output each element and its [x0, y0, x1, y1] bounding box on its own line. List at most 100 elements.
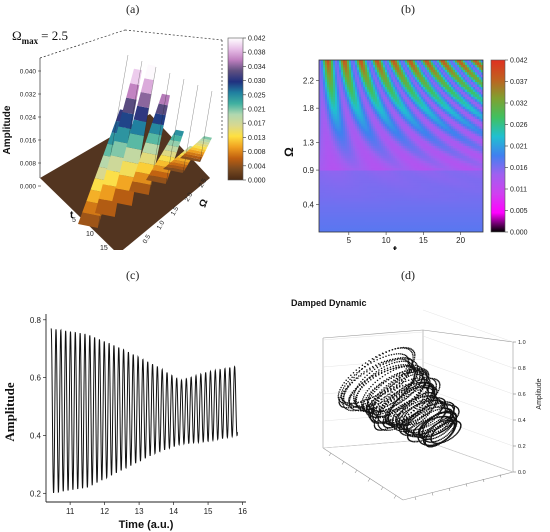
- panel-b-heatmap-cell: [345, 202, 348, 206]
- panel-b-heatmap-cell: [387, 200, 390, 203]
- panel-b-heatmap-cell: [469, 197, 472, 201]
- panel-b-heatmap-cell: [385, 138, 388, 142]
- panel-b-heatmap-cell: [349, 148, 352, 152]
- panel-b-heatmap-cell: [415, 190, 418, 193]
- panel-b-heatmap-cell: [447, 170, 450, 174]
- panel-b-heatmap-cell: [395, 148, 398, 152]
- panel-b-heatmap-cell: [329, 153, 332, 157]
- panel-b-heatmap-cell: [321, 190, 324, 193]
- panel-b-heatmap-cell: [377, 180, 380, 184]
- panel-b-heatmap-cell: [459, 118, 462, 122]
- panel-b-heatmap-cell: [421, 190, 424, 193]
- panel-b-heatmap-cell: [457, 69, 460, 73]
- panel-b-heatmap-cell: [443, 195, 446, 198]
- panel-b-heatmap-cell: [439, 155, 442, 159]
- panel-b-heatmap-cell: [367, 160, 370, 164]
- panel-b-heatmap-cell: [467, 60, 470, 63]
- panel-b-heatmap-cell: [409, 155, 412, 159]
- panel-b-heatmap-cell: [345, 77, 348, 80]
- panel-b-heatmap-cell: [347, 104, 350, 107]
- panel-b-heatmap-cell: [481, 84, 483, 88]
- panel-b-heatmap-cell: [337, 173, 340, 176]
- panel-b-heatmap-cell: [351, 168, 354, 171]
- panel-b-heatmap-cell: [435, 138, 438, 142]
- panel-b-heatmap-cell: [465, 69, 468, 73]
- panel-b-heatmap-cell: [321, 77, 324, 80]
- panel-b-heatmap-cell: [329, 141, 332, 144]
- panel-b-heatmap-cell: [381, 146, 384, 149]
- panel-b-heatmap-cell: [323, 84, 326, 88]
- panel-b-heatmap-cell: [475, 62, 478, 66]
- panel-b-heatmap-cell: [449, 74, 452, 78]
- panel-b-heatmap-cell: [413, 74, 416, 78]
- panel-b-heatmap-cell: [337, 121, 340, 125]
- panel-b-heatmap-cell: [411, 131, 414, 135]
- panel-b-heatmap-cell: [357, 74, 360, 78]
- panel-b-heatmap-cell: [425, 138, 428, 142]
- panel-b-heatmap-cell: [371, 89, 374, 93]
- panel-b-heatmap-cell: [429, 180, 432, 184]
- panel-b-heatmap-cell: [475, 116, 478, 120]
- panel-b-heatmap-cell: [337, 141, 340, 144]
- panel-b-heatmap-cell: [411, 101, 414, 105]
- panel-b-heatmap-cell: [327, 64, 330, 68]
- panel-b-heatmap-cell: [345, 190, 348, 193]
- panel-b-heatmap-cell: [383, 128, 386, 132]
- panel-b-heatmap-cell: [351, 69, 354, 73]
- panel-b-heatmap-cell: [469, 131, 472, 135]
- panel-b-heatmap-cell: [453, 197, 456, 201]
- panel-b-heatmap-cell: [403, 158, 406, 162]
- panel-b-heatmap-cell: [363, 74, 366, 78]
- panel-b-heatmap-cell: [351, 153, 354, 157]
- panel-b-heatmap-cell: [351, 192, 354, 196]
- panel-b-heatmap-cell: [415, 101, 418, 105]
- panel-b-heatmap-cell: [411, 126, 414, 130]
- panel-b-heatmap-cell: [345, 163, 348, 166]
- panel-b-heatmap-cell: [387, 60, 390, 63]
- panel-b-heatmap-cell: [367, 87, 370, 90]
- panel-b-heatmap-cell: [429, 109, 432, 112]
- panel-b-heatmap-cell: [343, 60, 346, 63]
- panel-b-heatmap-cell: [345, 168, 348, 171]
- panel-b-heatmap-cell: [399, 77, 402, 80]
- panel-b-heatmap-cell: [349, 126, 352, 130]
- panel-b-heatmap-cell: [351, 148, 354, 152]
- panel-b-heatmap-cell: [337, 182, 340, 186]
- panel-b-heatmap-cell: [447, 202, 450, 206]
- panel-b-heatmap-cell: [433, 168, 436, 171]
- panel-b-heatmap-cell: [369, 84, 372, 88]
- panel-b-heatmap-cell: [357, 62, 360, 66]
- panel-b-heatmap-cell: [381, 163, 384, 166]
- panel-b-heatmap-cell: [351, 118, 354, 122]
- panel-b-heatmap-cell: [337, 96, 340, 100]
- panel-b-heatmap-cell: [475, 126, 478, 130]
- panel-b-heatmap-cell: [325, 146, 328, 149]
- panel-b-heatmap-cell: [383, 69, 386, 73]
- panel-b-heatmap-cell: [455, 197, 458, 201]
- panel-b-heatmap-cell: [327, 99, 330, 103]
- panel-b-heatmap-cell: [347, 62, 350, 66]
- panel-b-heatmap-cell: [349, 192, 352, 196]
- panel-b-heatmap-cell: [329, 173, 332, 176]
- panel-b-heatmap-cell: [433, 136, 436, 139]
- panel-b-heatmap-cell: [339, 150, 342, 154]
- panel-b-heatmap-cell: [325, 175, 328, 179]
- panel-b-heatmap-cell: [455, 114, 458, 117]
- panel-b-heatmap-cell: [431, 195, 434, 198]
- panel-b-heatmap-cell: [387, 163, 390, 166]
- panel-b-heatmap-cell: [321, 94, 324, 98]
- panel-b-heatmap-cell: [339, 170, 342, 174]
- panel-b-heatmap-cell: [377, 155, 380, 159]
- panel-b-heatmap-cell: [339, 146, 342, 149]
- panel-b-heatmap-cell: [351, 121, 354, 125]
- panel-b-heatmap-cell: [363, 79, 366, 83]
- panel-b-heatmap-cell: [391, 77, 394, 80]
- panel-b-heatmap-cell: [357, 197, 360, 201]
- panel-b-heatmap-cell: [443, 133, 446, 137]
- panel-b-heatmap-cell: [455, 190, 458, 193]
- panel-b-heatmap-cell: [383, 170, 386, 174]
- panel-b-heatmap-cell: [343, 173, 346, 176]
- panel-b-heatmap-cell: [355, 64, 358, 68]
- panel-b-heatmap-cell: [361, 187, 364, 191]
- panel-b-heatmap-cell: [425, 116, 428, 120]
